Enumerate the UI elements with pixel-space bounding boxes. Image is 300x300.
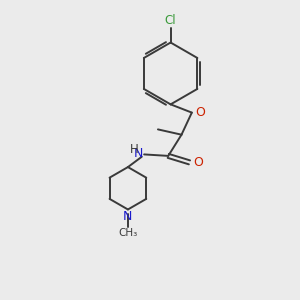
Text: Cl: Cl: [165, 14, 176, 27]
Text: H: H: [129, 142, 138, 156]
Text: N: N: [123, 210, 133, 223]
Text: O: O: [196, 106, 206, 118]
Text: N: N: [133, 147, 142, 160]
Text: CH₃: CH₃: [118, 228, 137, 238]
Text: O: O: [193, 156, 203, 169]
